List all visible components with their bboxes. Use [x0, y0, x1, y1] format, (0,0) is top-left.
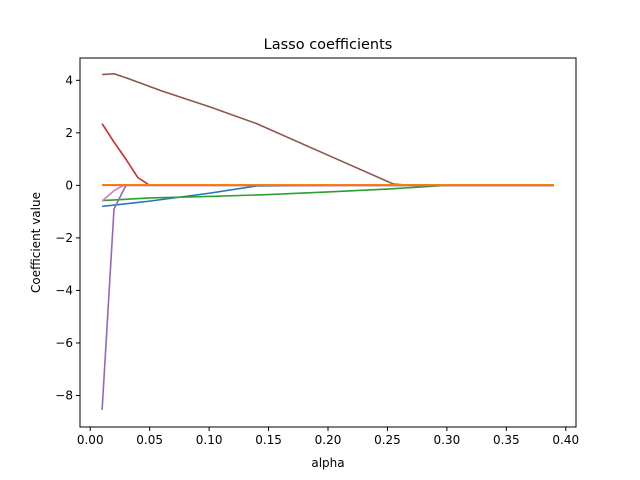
series-layer: [101, 72, 554, 410]
x-tick-label: 0.00: [77, 433, 104, 447]
x-tick-label: 0.05: [136, 433, 163, 447]
y-tick-label: 4: [65, 73, 73, 87]
axes-layer: 0.00 0.05 0.10 0.15 0.20 0.25 0.30 0.35 0.40 −8 −6…: [55, 73, 579, 447]
x-tick-label: 0.40: [552, 433, 579, 447]
chart-title: Lasso coefficients: [264, 37, 393, 53]
y-tick-label: 0: [65, 178, 73, 192]
plot-frame: [79, 57, 577, 428]
y-tick-label: −8: [55, 388, 73, 402]
y-tick-label: −6: [55, 336, 73, 350]
y-tick-label: 2: [65, 126, 73, 140]
x-tick-label: 0.30: [434, 433, 461, 447]
x-axis-label: alpha: [311, 456, 344, 470]
y-tick-label: −4: [55, 283, 73, 297]
x-tick-label: 0.35: [493, 433, 520, 447]
x-tick-label: 0.15: [255, 433, 282, 447]
y-tick-label: −2: [55, 231, 73, 245]
x-tick-label: 0.25: [374, 433, 401, 447]
y-axis-label: Coefficient value: [29, 192, 43, 293]
x-tick-label: 0.20: [315, 433, 342, 447]
x-tick-label: 0.10: [196, 433, 223, 447]
